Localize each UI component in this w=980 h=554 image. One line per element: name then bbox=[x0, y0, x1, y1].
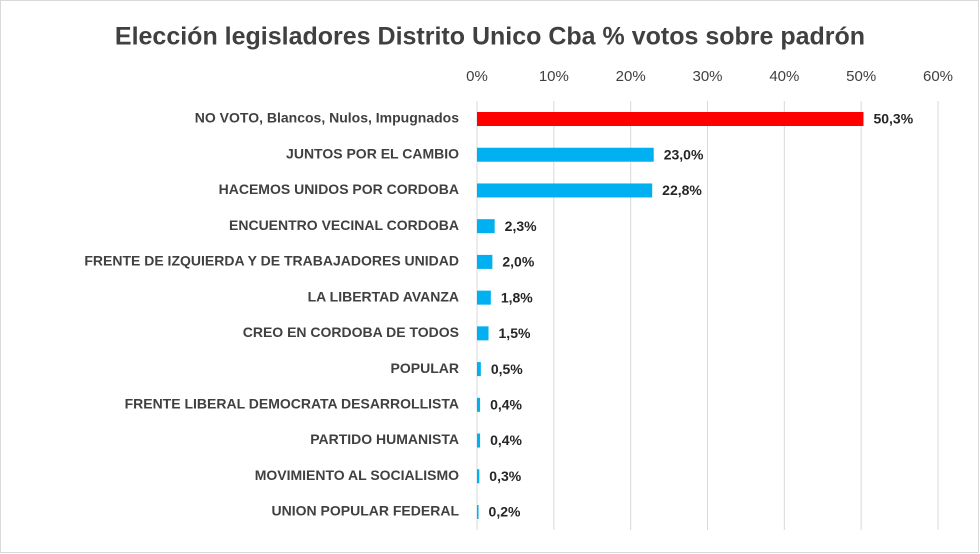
bar bbox=[477, 254, 493, 269]
category-label: JUNTOS POR EL CAMBIO bbox=[286, 145, 459, 161]
bar bbox=[477, 183, 653, 198]
category-label: FRENTE LIBERAL DEMOCRATA DESARROLLISTA bbox=[125, 396, 459, 412]
value-label: 1,5% bbox=[499, 325, 531, 341]
value-label: 0,4% bbox=[490, 432, 522, 448]
bar bbox=[477, 433, 481, 448]
value-label: 0,2% bbox=[489, 504, 521, 520]
category-label: PARTIDO HUMANISTA bbox=[310, 431, 459, 447]
bar bbox=[477, 505, 479, 519]
value-label: 0,3% bbox=[489, 468, 521, 484]
category-label: NO VOTO, Blancos, Nulos, Impugnados bbox=[195, 110, 459, 126]
x-tick-label: 30% bbox=[692, 68, 722, 85]
x-tick-label: 10% bbox=[539, 68, 569, 85]
value-label: 0,4% bbox=[490, 397, 522, 413]
value-label: 50,3% bbox=[873, 111, 913, 127]
x-tick-label: 50% bbox=[846, 68, 876, 85]
value-label: 1,8% bbox=[501, 289, 533, 305]
category-label: LA LIBERTAD AVANZA bbox=[308, 288, 459, 304]
value-label: 22,8% bbox=[662, 182, 702, 198]
bar bbox=[477, 219, 495, 234]
category-label: MOVIMIENTO AL SOCIALISMO bbox=[255, 467, 459, 483]
bar bbox=[477, 397, 481, 412]
x-tick-label: 60% bbox=[923, 68, 953, 85]
x-tick-label: 40% bbox=[769, 68, 799, 85]
category-label: ENCUENTRO VECINAL CORDOBA bbox=[229, 217, 459, 233]
bar bbox=[477, 362, 481, 377]
category-label: FRENTE DE IZQUIERDA Y DE TRABAJADORES UN… bbox=[84, 253, 459, 269]
value-label: 2,3% bbox=[505, 218, 537, 234]
chart-title: Elección legisladores Distrito Unico Cba… bbox=[115, 23, 865, 51]
x-tick-label: 0% bbox=[466, 68, 488, 85]
category-label: HACEMOS UNIDOS POR CORDOBA bbox=[219, 181, 459, 197]
bar bbox=[477, 326, 489, 341]
value-label: 23,0% bbox=[664, 146, 704, 162]
category-label: CREO EN CORDOBA DE TODOS bbox=[243, 324, 459, 340]
bar bbox=[477, 112, 864, 126]
value-label: 0,5% bbox=[491, 361, 523, 377]
value-label: 2,0% bbox=[502, 254, 534, 270]
category-label: UNION POPULAR FEDERAL bbox=[272, 503, 460, 519]
category-label: POPULAR bbox=[391, 360, 459, 376]
bar bbox=[477, 290, 491, 305]
x-tick-label: 20% bbox=[616, 68, 646, 85]
bar bbox=[477, 469, 480, 484]
bar bbox=[477, 147, 654, 162]
